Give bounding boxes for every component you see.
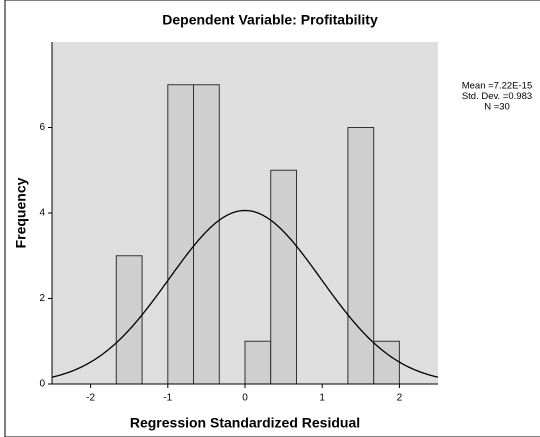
y-tick-label: 4 bbox=[39, 208, 45, 219]
x-tick-label: 0 bbox=[242, 393, 248, 404]
bar bbox=[194, 85, 220, 384]
plot-area bbox=[52, 42, 438, 384]
stat-label: Mean =7.22E-15 bbox=[462, 81, 533, 92]
x-axis-label: Regression Standardized Residual bbox=[130, 415, 360, 431]
x-tick-label: 2 bbox=[397, 393, 403, 404]
stat-label: Std. Dev. =0.983 bbox=[462, 91, 532, 102]
x-tick-label: 1 bbox=[319, 393, 325, 404]
bar bbox=[245, 341, 271, 384]
chart: Dependent Variable: Profitability Regres… bbox=[0, 0, 540, 437]
bar bbox=[348, 128, 374, 385]
bar bbox=[374, 341, 400, 384]
x-tick-label: -1 bbox=[163, 393, 172, 404]
bar bbox=[168, 85, 194, 384]
chart-title: Dependent Variable: Profitability bbox=[162, 12, 378, 28]
y-tick-label: 6 bbox=[39, 122, 45, 133]
x-tick-label: -2 bbox=[86, 393, 95, 404]
stat-label: N =30 bbox=[484, 102, 510, 113]
y-axis-label: Frequency bbox=[13, 177, 29, 248]
bar bbox=[271, 170, 297, 384]
y-tick-label: 0 bbox=[39, 379, 45, 390]
y-tick-label: 2 bbox=[39, 293, 45, 304]
